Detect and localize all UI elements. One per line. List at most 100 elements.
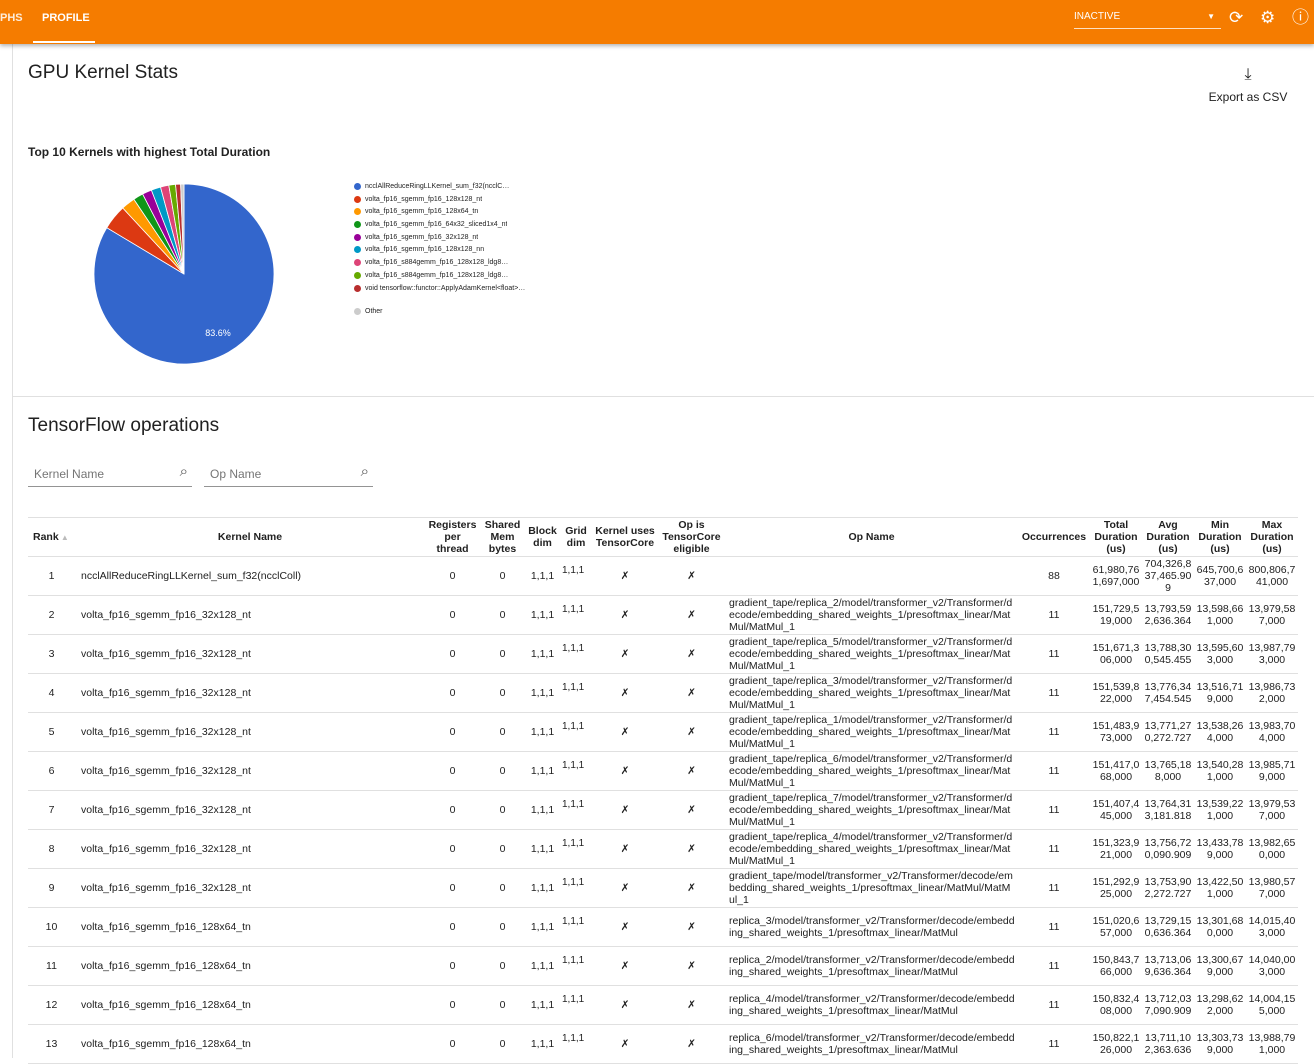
op-name-search[interactable]: Op Name ⌕	[204, 462, 373, 487]
table-row[interactable]: 1 ncclAllReduceRingLLKernel_sum_f32(ncclC…	[28, 556, 1298, 596]
cell-op-tc-eligible: ✗	[658, 556, 725, 596]
column-header-min-duration[interactable]: Min Duration (us)	[1194, 517, 1246, 557]
cell-op-tc-eligible: ✗	[658, 829, 725, 869]
cell-kernel-name: volta_fp16_sgemm_fp16_32x128_nt	[75, 829, 425, 869]
legend-item[interactable]: volta_fp16_sgemm_fp16_32x128_nt	[354, 233, 539, 246]
cell-shared-mem: 0	[480, 712, 525, 752]
column-header-label: Kernel uses TensorCore	[595, 525, 655, 549]
table-row[interactable]: 10 volta_fp16_sgemm_fp16_128x64_tn 0 0 1,1,1…	[28, 907, 1298, 947]
cell-kernel-name: volta_fp16_sgemm_fp16_128x64_tn	[75, 946, 425, 986]
cell-min-duration: 13,300,679,000	[1194, 946, 1246, 986]
cell-kernel-name: volta_fp16_sgemm_fp16_32x128_nt	[75, 673, 425, 713]
cell-grid-dim: 1,1,1	[560, 556, 592, 596]
cell-shared-mem: 0	[480, 556, 525, 596]
kernel-name-search[interactable]: Kernel Name ⌕	[28, 462, 192, 487]
cell-kernel-uses-tc: ✗	[592, 790, 658, 830]
legend-item[interactable]: Other	[354, 307, 539, 320]
column-header-label: Block dim	[528, 525, 557, 549]
cell-total-duration: 151,323,921,000	[1090, 829, 1142, 869]
cell-min-duration: 13,301,680,000	[1194, 907, 1246, 947]
column-header-shared-mem[interactable]: Shared Mem bytes	[480, 517, 525, 557]
table-row[interactable]: 7 volta_fp16_sgemm_fp16_32x128_nt 0 0 1,1,1 1…	[28, 790, 1298, 830]
cell-kernel-uses-tc: ✗	[592, 751, 658, 791]
cell-block-dim: 1,1,1	[525, 595, 560, 635]
tab-profile[interactable]: PROFILE	[42, 12, 90, 24]
legend-item[interactable]: volta_fp16_s884gemm_fp16_128x128_ldg8…	[354, 258, 539, 271]
cell-occurrences: 11	[1018, 673, 1090, 713]
kernel-stats-table: Rank ▲ Kernel Name Registers per thread Sha…	[28, 517, 1298, 1064]
cell-block-dim: 1,1,1	[525, 985, 560, 1025]
pie-data-label: 83.6%	[205, 328, 231, 338]
cell-grid-dim: 1,1,1	[560, 946, 592, 986]
export-csv-button[interactable]: ⤓ Export as CSV	[1200, 66, 1296, 104]
cell-op-name: gradient_tape/replica_5/model/transforme…	[725, 634, 1018, 674]
kernel-search-placeholder: Kernel Name	[34, 467, 105, 481]
cell-op-tc-eligible: ✗	[658, 595, 725, 635]
table-row[interactable]: 4 volta_fp16_sgemm_fp16_32x128_nt 0 0 1,1,1 1…	[28, 673, 1298, 713]
cell-grid-dim: 1,1,1	[560, 751, 592, 791]
column-header-label: Min Duration (us)	[1198, 519, 1242, 555]
cell-kernel-uses-tc: ✗	[592, 946, 658, 986]
table-row[interactable]: 13 volta_fp16_sgemm_fp16_128x64_tn 0 0 1,1,1…	[28, 1024, 1298, 1064]
cell-avg-duration: 13,756,720,090.909	[1142, 829, 1194, 869]
help-icon[interactable]: ⓘ	[1292, 8, 1309, 27]
cell-kernel-name: volta_fp16_sgemm_fp16_32x128_nt	[75, 712, 425, 752]
run-select[interactable]: INACTIVE ▼	[1074, 11, 1221, 29]
cell-kernel-uses-tc: ✗	[592, 595, 658, 635]
main-card	[12, 44, 1314, 1058]
cell-rank: 9	[28, 868, 75, 908]
column-header-label: Op is TensorCore eligible	[662, 519, 721, 555]
table-row[interactable]: 11 volta_fp16_sgemm_fp16_128x64_tn 0 0 1,1,1…	[28, 946, 1298, 986]
cell-avg-duration: 13,765,188,000	[1142, 751, 1194, 791]
legend-label: volta_fp16_s884gemm_fp16_128x128_ldg8…	[365, 259, 509, 267]
table-row[interactable]: 2 volta_fp16_sgemm_fp16_32x128_nt 0 0 1,1,1 1…	[28, 595, 1298, 635]
column-header-op-name[interactable]: Op Name	[725, 517, 1018, 557]
legend-item[interactable]: void tensorflow::functor::ApplyAdamKerne…	[354, 284, 539, 307]
column-header-avg-duration[interactable]: Avg Duration (us)	[1142, 517, 1194, 557]
legend-item[interactable]: volta_fp16_s884gemm_fp16_128x128_ldg8…	[354, 271, 539, 284]
column-header-max-duration[interactable]: Max Duration (us)	[1246, 517, 1298, 557]
cell-occurrences: 11	[1018, 985, 1090, 1025]
column-header-registers[interactable]: Registers per thread	[425, 517, 480, 557]
table-row[interactable]: 6 volta_fp16_sgemm_fp16_32x128_nt 0 0 1,1,1 1…	[28, 751, 1298, 791]
legend-item[interactable]: ncclAllReduceRingLLKernel_sum_f32(ncclC…	[354, 182, 539, 195]
cell-min-duration: 13,595,603,000	[1194, 634, 1246, 674]
column-header-grid-dim[interactable]: Grid dim	[560, 517, 592, 557]
column-header-kernel-name[interactable]: Kernel Name	[75, 517, 425, 557]
settings-icon[interactable]: ⚙	[1260, 8, 1276, 27]
cell-block-dim: 1,1,1	[525, 790, 560, 830]
column-header-kernel-uses-tc[interactable]: Kernel uses TensorCore	[592, 517, 658, 557]
legend-item[interactable]: volta_fp16_sgemm_fp16_128x64_tn	[354, 207, 539, 220]
legend-item[interactable]: volta_fp16_sgemm_fp16_128x128_nn	[354, 245, 539, 258]
table-row[interactable]: 9 volta_fp16_sgemm_fp16_32x128_nt 0 0 1,1,1 1…	[28, 868, 1298, 908]
cell-registers: 0	[425, 634, 480, 674]
legend-item[interactable]: volta_fp16_sgemm_fp16_64x32_sliced1x4_nt	[354, 220, 539, 233]
run-select-value: INACTIVE	[1074, 11, 1121, 22]
legend-item[interactable]: volta_fp16_sgemm_fp16_128x128_nt	[354, 195, 539, 208]
table-row[interactable]: 12 volta_fp16_sgemm_fp16_128x64_tn 0 0 1,1,1…	[28, 985, 1298, 1025]
section-title: TensorFlow operations	[28, 415, 220, 436]
tab-graphs[interactable]: PHS	[0, 12, 23, 24]
column-header-total-duration[interactable]: Total Duration (us)	[1090, 517, 1142, 557]
refresh-icon[interactable]: ⟳	[1229, 8, 1244, 27]
table-row[interactable]: 3 volta_fp16_sgemm_fp16_32x128_nt 0 0 1,1,1 1…	[28, 634, 1298, 674]
legend-swatch	[354, 307, 361, 315]
column-header-occurrences[interactable]: Occurrences	[1018, 517, 1090, 557]
cell-shared-mem: 0	[480, 907, 525, 947]
table-row[interactable]: 5 volta_fp16_sgemm_fp16_32x128_nt 0 0 1,1,1 1…	[28, 712, 1298, 752]
column-header-rank[interactable]: Rank ▲	[28, 517, 75, 557]
table-row[interactable]: 8 volta_fp16_sgemm_fp16_32x128_nt 0 0 1,1,1 1…	[28, 829, 1298, 869]
cell-kernel-name: volta_fp16_sgemm_fp16_128x64_tn	[75, 1024, 425, 1064]
page-title: GPU Kernel Stats	[28, 62, 178, 83]
cell-grid-dim: 1,1,1	[560, 634, 592, 674]
cell-max-duration: 13,986,732,000	[1246, 673, 1298, 713]
legend-label: void tensorflow::functor::ApplyAdamKerne…	[365, 284, 526, 292]
cell-kernel-name: volta_fp16_sgemm_fp16_32x128_nt	[75, 751, 425, 791]
cell-shared-mem: 0	[480, 634, 525, 674]
column-header-block-dim[interactable]: Block dim	[525, 517, 560, 557]
column-header-label: Op Name	[848, 531, 895, 543]
pie-slice[interactable]	[180, 183, 185, 275]
cell-kernel-uses-tc: ✗	[592, 829, 658, 869]
column-header-label: Shared Mem bytes	[484, 519, 521, 555]
column-header-op-tc-eligible[interactable]: Op is TensorCore eligible	[658, 517, 725, 557]
